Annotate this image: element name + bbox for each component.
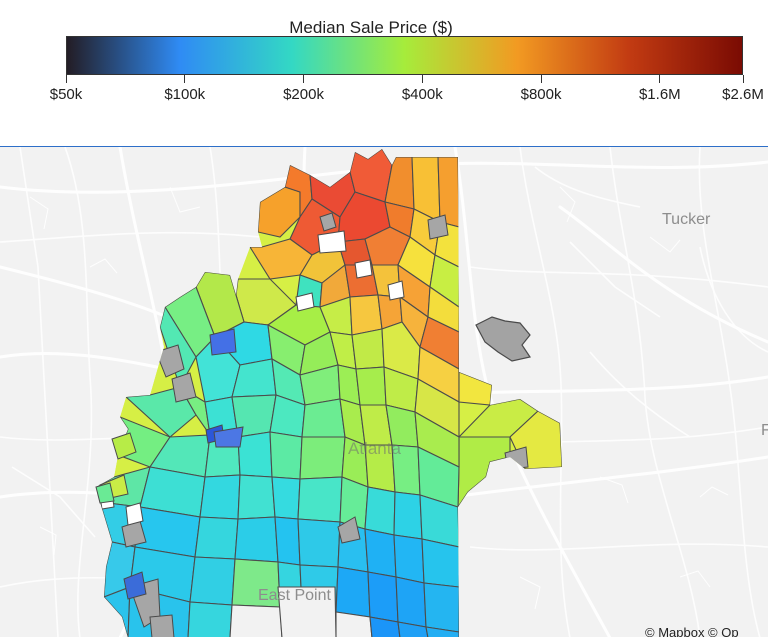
colorbar-tick [742,75,744,83]
legend-title: Median Sale Price ($) [289,18,453,37]
colorbar-tick [540,75,542,83]
colorbar-tick-label: $100k [164,86,206,103]
colorbar-tick-label: $400k [401,86,443,103]
place-label-partial: F [761,422,768,440]
place-label-east-point: East Point [258,587,331,604]
colorbar-tick-label: $1.6M [638,86,681,103]
zip-choropleth [95,149,562,637]
place-label-tucker: Tucker [662,211,711,228]
colorbar-tick [303,75,305,83]
map-attribution[interactable]: © Mapbox © Op [645,625,739,637]
colorbar-tick-label: $2.6M [722,86,764,103]
colorbar-tick-label: $800k [520,86,562,103]
colorbar-tick-label: $50k [49,86,83,103]
colorbar-tick [659,75,661,83]
colorbar-tick [65,75,67,83]
colorbar-tick-label: $200k [283,86,324,103]
colorbar [66,36,743,75]
place-label-atlanta: Atlanta [348,439,401,458]
colorbar-tick [421,75,423,83]
colorbar-tick [184,75,186,83]
map-canvas[interactable]: Tucker East Point Atlanta F [0,146,768,637]
